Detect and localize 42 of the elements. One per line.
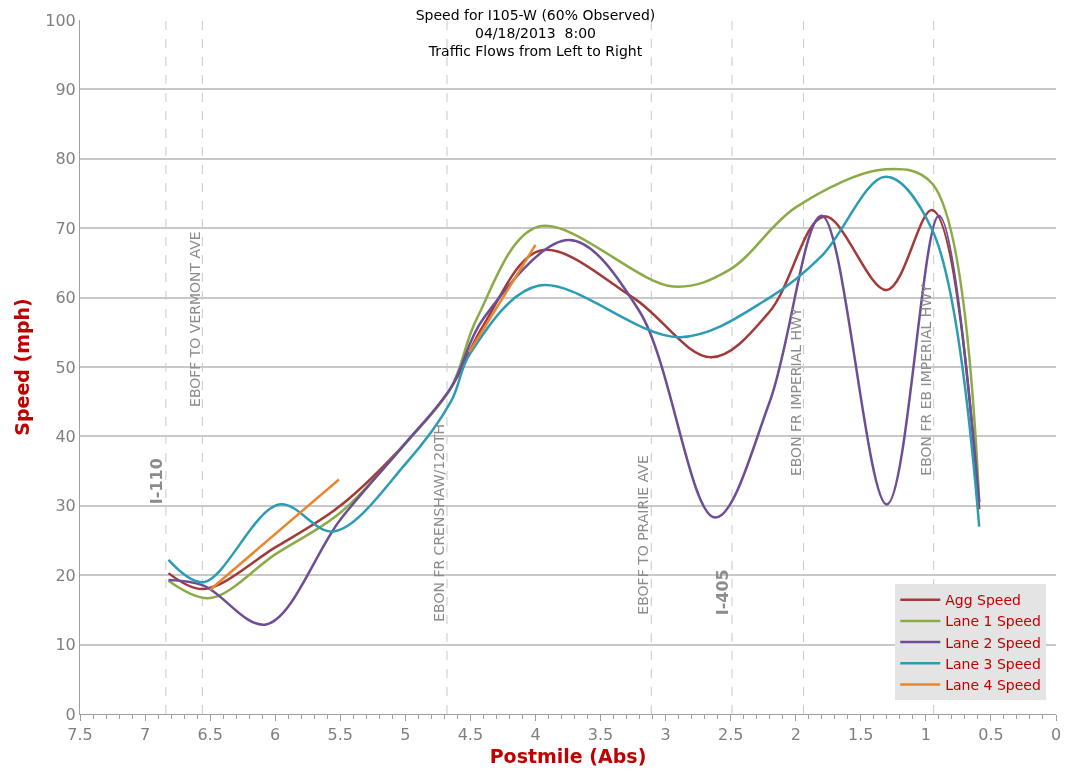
x-tick-label: 6 xyxy=(270,725,281,745)
y-tick-label: 50 xyxy=(55,357,76,377)
y-tick-label: 20 xyxy=(55,565,76,585)
y-tick-label: 0 xyxy=(65,704,76,724)
legend-label: Lane 1 Speed xyxy=(945,613,1041,630)
ref-line-label: EBOFF TO VERMONT AVE xyxy=(186,231,203,407)
ref-line-label: EBOFF TO PRAIRIE AVE xyxy=(634,455,651,615)
y-tick-label: 10 xyxy=(55,635,76,655)
y-tick-label: 70 xyxy=(55,218,76,238)
legend-label: Lane 3 Speed xyxy=(945,655,1041,672)
x-tick-label: 1 xyxy=(920,725,931,745)
y-tick-label: 30 xyxy=(55,496,76,516)
legend-label: Agg Speed xyxy=(945,592,1021,609)
x-tick-label: 7 xyxy=(139,725,151,745)
y-tick-label: 90 xyxy=(55,80,76,99)
x-tick-label: 2 xyxy=(790,725,801,745)
x-tick-label: 7.5 xyxy=(67,725,93,745)
y-tick-label: 100 xyxy=(45,10,76,30)
y-tick-label: 40 xyxy=(55,427,76,446)
x-tick-label: 5 xyxy=(400,725,411,745)
chart-title: Speed for I105-W (60% Observed) 04/18/2013 8:00 Traffic Flows from Left to Right xyxy=(415,6,656,59)
x-tick-label: 0 xyxy=(1050,725,1062,745)
x-axis-title: Postmile (Abs) xyxy=(489,745,647,767)
x-tick-label: 4 xyxy=(530,725,541,745)
ref-line-label: I-405 xyxy=(712,569,732,616)
legend-label: Lane 2 Speed xyxy=(945,634,1041,651)
legend-label: Lane 4 Speed xyxy=(945,676,1041,693)
x-tick-label: 6.5 xyxy=(197,725,223,745)
x-tick-label: 1.5 xyxy=(848,725,874,745)
y-axis-title: Speed (mph) xyxy=(11,298,34,436)
x-tick-label: 4.5 xyxy=(457,725,484,745)
ref-line-label: EBON FR CRENSHAW/120TH xyxy=(431,423,448,622)
x-tick-label: 3 xyxy=(660,725,671,745)
ref-line-label: EBON FR EB IMPERIAL HWY xyxy=(917,283,934,476)
y-tick-label: 60 xyxy=(55,288,76,308)
y-tick-label: 80 xyxy=(55,149,76,169)
x-tick-label: 2.5 xyxy=(717,725,744,745)
x-tick-label: 3.5 xyxy=(587,725,614,745)
x-tick-label: 5.5 xyxy=(327,725,353,745)
ref-line-label: EBON FR IMPERIAL HWY xyxy=(788,307,804,477)
ref-line-label: I-110 xyxy=(146,458,166,505)
x-tick-label: 0.5 xyxy=(978,725,1004,745)
